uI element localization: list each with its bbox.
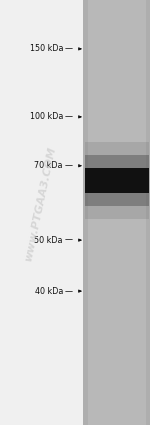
Text: 150 kDa: 150 kDa [30,44,63,54]
Text: 70 kDa: 70 kDa [34,161,63,170]
Bar [83,0,150,425]
Text: —: — [64,286,72,296]
Bar [146,0,150,425]
Bar [83,0,88,425]
Bar [85,155,148,206]
Bar [85,142,148,219]
Text: —: — [64,44,72,54]
Text: 100 kDa: 100 kDa [30,112,63,122]
Bar [85,168,148,193]
Text: —: — [64,161,72,170]
Text: www.PTGAA3.COM: www.PTGAA3.COM [23,146,58,262]
Text: 40 kDa: 40 kDa [35,286,63,296]
Text: —: — [64,235,72,245]
Text: —: — [64,112,72,122]
Text: 50 kDa: 50 kDa [34,235,63,245]
